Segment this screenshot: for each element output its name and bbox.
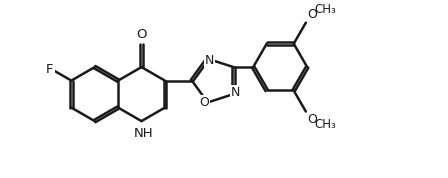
Text: CH₃: CH₃ [314,3,336,16]
Text: O: O [308,8,318,21]
Text: CH₃: CH₃ [314,118,336,131]
Text: O: O [199,96,209,109]
Text: O: O [136,28,147,41]
Text: O: O [308,113,318,126]
Text: F: F [46,63,53,76]
Text: NH: NH [134,127,153,140]
Text: N: N [205,54,214,67]
Text: N: N [231,86,240,99]
